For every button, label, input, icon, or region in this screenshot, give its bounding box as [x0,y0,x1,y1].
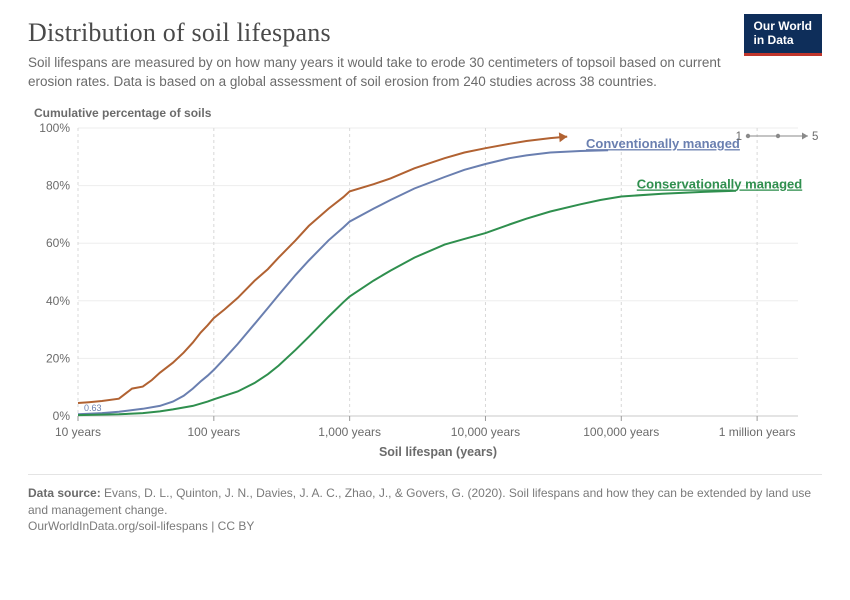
y-tick-label: 40% [46,294,70,308]
x-tick-label: 10,000 years [451,425,520,439]
y-tick-label: 60% [46,236,70,250]
footer: Data source: Evans, D. L., Quinton, J. N… [28,474,822,535]
page-title: Distribution of soil lifespans [28,18,822,48]
y-axis-title: Cumulative percentage of soils [34,106,822,120]
start-marker-label: 0.63 [84,403,102,413]
footer-license: CC BY [218,519,255,533]
x-tick-label: 10 years [55,425,101,439]
svg-text:1: 1 [736,131,742,143]
x-tick-label: 1,000 years [318,425,381,439]
owid-logo: Our World in Data [744,14,822,56]
legend-range: 1571 [736,131,818,143]
source-text: Evans, D. L., Quinton, J. N., Davies, J.… [28,486,811,517]
series-Bare [78,136,567,402]
y-tick-label: 80% [46,178,70,192]
series-label: Conservationally managed [637,176,802,191]
subtitle: Soil lifespans are measured by on how ma… [28,54,748,92]
y-tick-label: 20% [46,351,70,365]
x-axis-title: Soil lifespan (years) [379,445,497,459]
x-tick-label: 100 years [187,425,240,439]
logo-line1: Our World [754,19,812,33]
source-label: Data source: [28,486,101,500]
chart-svg: 0% 20% 40% 60% 80% 100% 10 years 100 years 1,000… [28,122,818,462]
y-tick-label: 0% [53,409,71,423]
svg-text:571: 571 [812,131,818,143]
x-tick-label: 100,000 years [583,425,659,439]
arrowhead-icon [802,132,808,139]
x-tick-label: 1 million years [719,425,796,439]
y-tick-label: 100% [39,122,70,135]
logo-line2: in Data [754,33,794,47]
footer-link: OurWorldInData.org/soil-lifespans [28,519,208,533]
arrowhead-icon [559,132,567,142]
series-Conservationally managed [78,191,736,415]
series-label: Conventionally managed [586,136,740,151]
